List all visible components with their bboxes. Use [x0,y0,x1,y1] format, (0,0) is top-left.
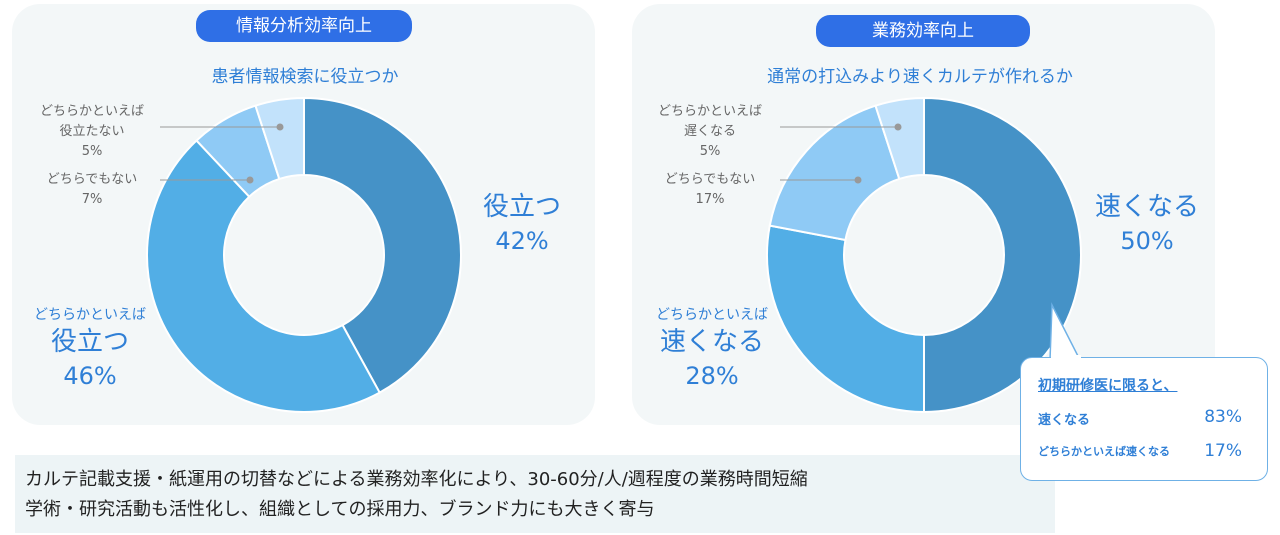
donut-right-leader-dot-0 [894,123,902,131]
callout-row-2-value: 17% [1204,441,1242,461]
callout-row-1-label: 速くなる [1038,413,1091,428]
left-label-useful-main: 役立つ [482,192,561,222]
donut-left-leader-dot-0 [276,123,284,131]
callout: 初期研修医に限ると、 速くなる 83% どちらかといえば速くなる 17% [1020,357,1268,481]
left-label-notuseful-main: 役立たない [59,124,125,139]
right-label-neutral: どちらでもない 17% [640,170,780,210]
callout-title: 初期研修医に限ると、 [1038,378,1178,394]
right-label-somefaster-main: 速くなる [659,327,764,357]
right-label-somefaster-value: 28% [685,362,739,390]
callout-box [1020,357,1268,481]
left-title-pill: 情報分析効率向上 [196,10,412,42]
right-label-slower-main: 遅くなる [683,124,736,139]
left-label-someuseful: どちらかといえば 役立つ 46% [20,305,160,393]
callout-row-1-value: 83% [1204,407,1242,427]
left-label-someuseful-main: 役立つ [50,327,129,357]
donut-left-slice-3 [254,96,305,181]
donut-left-leader-dot-1 [246,176,254,184]
left-label-notuseful-value: 5% [81,144,103,159]
left-label-useful: 役立つ 42% [462,190,582,258]
summary-line-1: カルテ記載支援・紙運用の切替などによる業務効率化により、30-60分/人/週程度… [25,469,808,490]
right-label-slower-value: 5% [699,144,721,159]
donut-right-slice-3 [874,96,925,181]
left-label-neutral: どちらでもない 7% [22,170,162,210]
left-label-notuseful: どちらかといえば 役立たない 5% [22,102,162,162]
right-label-somefaster: どちらかといえば 速くなる 28% [642,305,782,393]
right-label-faster: 速くなる 50% [1082,190,1212,258]
callout-row-2-label: どちらかといえば速くなる [1038,445,1170,458]
summary-box: カルテ記載支援・紙運用の切替などによる業務効率化により、30-60分/人/週程度… [15,455,1055,533]
left-label-useful-value: 42% [495,227,549,255]
right-label-faster-main: 速くなる [1094,192,1199,222]
donut-left-slice-0 [303,96,462,394]
summary-line-2: 学術・研究活動も活性化し、組織としての採用力、ブランド力にも大きく寄与 [25,499,655,520]
left-label-neutral-main: どちらでもない [46,172,138,187]
callout-pointer [1049,302,1082,361]
donut-right-slice-0 [923,96,1082,414]
donut-left-slice-1 [146,139,381,413]
left-label-someuseful-value: 46% [63,362,117,390]
left-subtitle: 患者情報検索に役立つか [211,67,399,87]
left-label-notuseful-top: どちらかといえば [39,104,144,119]
right-title-pill: 業務効率向上 [816,15,1030,47]
right-label-neutral-main: どちらでもない [664,172,756,187]
donut-right-leader-dot-1 [854,176,862,184]
right-label-somefaster-top: どちらかといえば [656,307,768,323]
right-label-slower: どちらかといえば 遅くなる 5% [640,102,780,162]
right-label-slower-top: どちらかといえば [657,104,762,119]
donut-right-slice-1 [766,224,925,414]
right-donut-chart [766,96,1082,414]
left-donut-chart [146,96,462,413]
right-label-neutral-value: 17% [695,192,725,207]
left-label-neutral-value: 7% [81,192,103,207]
right-subtitle: 通常の打込みより速くカルテが作れるか [767,67,1073,87]
right-label-faster-value: 50% [1120,227,1174,255]
callout-pointer-cover [1051,355,1081,361]
donut-right-slice-2 [768,104,901,242]
left-label-someuseful-top: どちらかといえば [34,307,146,323]
